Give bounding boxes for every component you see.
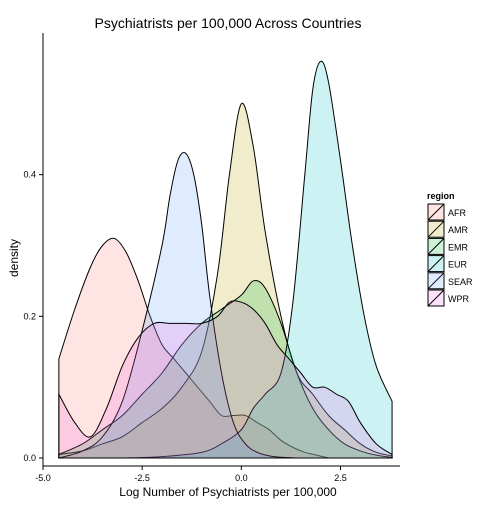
density-area-wpr bbox=[58, 300, 393, 459]
legend-label-amr: AMR bbox=[448, 225, 469, 235]
legend-label-eur: EUR bbox=[448, 260, 468, 270]
x-tick-label: 2.5 bbox=[334, 473, 347, 483]
legend-key-slash bbox=[427, 289, 445, 307]
density-area-afr bbox=[58, 237, 329, 459]
legend-key-slash bbox=[427, 272, 445, 290]
legend-key-slash bbox=[427, 255, 445, 272]
x-tick-label: 0.0 bbox=[235, 473, 248, 483]
x-tick-label: -2.5 bbox=[134, 473, 150, 483]
density-area-eur bbox=[58, 60, 393, 459]
legend-key-slash bbox=[427, 220, 445, 238]
legend-key-slash bbox=[427, 238, 445, 255]
y-tick-label: 0.0 bbox=[23, 453, 36, 463]
density-area-emr bbox=[58, 280, 393, 459]
y-tick-label: 0.2 bbox=[23, 311, 36, 321]
axes: -5.0 -2.5 0.0 2.5 0.0 0.2 0.4 bbox=[23, 33, 400, 483]
legend-label-sear: SEAR bbox=[448, 277, 473, 287]
legend-label-afr: AFR bbox=[448, 208, 467, 218]
chart-title: Psychiatrists per 100,000 Across Countri… bbox=[95, 15, 362, 31]
plot-area bbox=[58, 60, 393, 459]
legend-key-slash bbox=[427, 203, 445, 221]
density-area-sear bbox=[58, 152, 297, 459]
x-tick-label: -5.0 bbox=[35, 473, 51, 483]
legend-label-wpr: WPR bbox=[448, 294, 469, 304]
legend-label-emr: EMR bbox=[448, 242, 469, 252]
density-area-amr bbox=[58, 102, 393, 459]
legend-title: region bbox=[427, 191, 455, 201]
x-axis-title: Log Number of Psychiatrists per 100,000 bbox=[119, 485, 337, 499]
y-tick-label: 0.4 bbox=[23, 170, 36, 180]
y-axis-title: density bbox=[7, 239, 21, 277]
legend: region AFR AMR EMR EUR SEAR WPR bbox=[427, 191, 473, 307]
